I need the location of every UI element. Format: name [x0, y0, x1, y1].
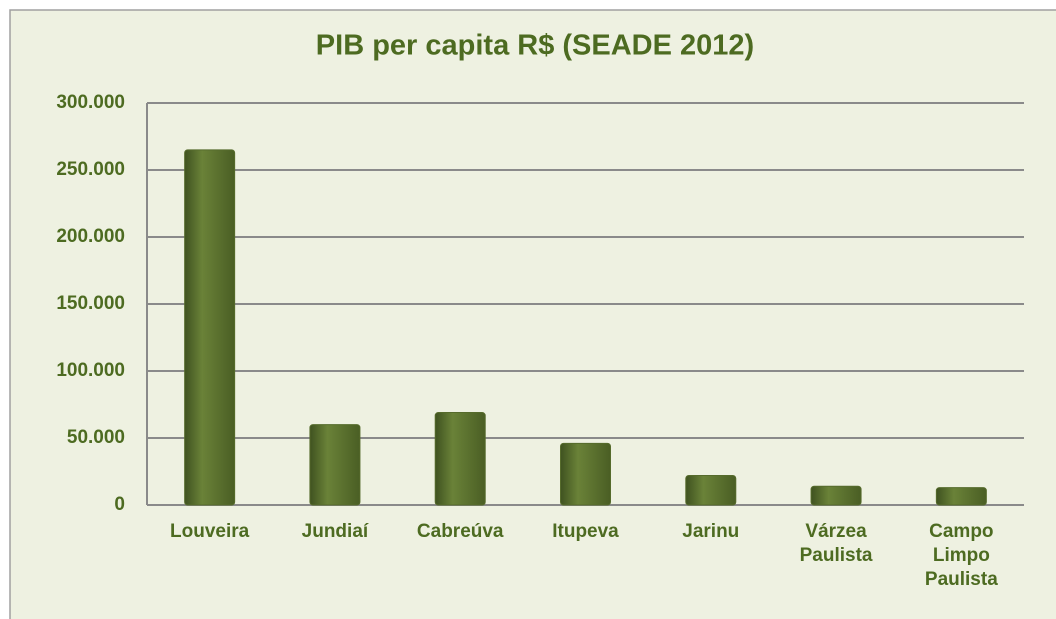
- bar-group: [309, 424, 361, 506]
- y-tick-label: 250.000: [56, 159, 125, 180]
- bar: [560, 442, 611, 506]
- x-tick-label-line: Paulista: [925, 569, 998, 590]
- bar-group: [184, 149, 236, 506]
- x-tick-label-line: Limpo: [933, 545, 990, 566]
- y-tick-label: 150.000: [56, 293, 125, 314]
- x-tick-label-line: Várzea: [805, 521, 867, 542]
- x-tick-label: Jundiaí: [302, 521, 369, 542]
- x-tick-label-line: Campo: [929, 521, 993, 542]
- bar-group: [685, 475, 737, 506]
- chart-title: PIB per capita R$ (SEADE 2012): [316, 30, 754, 62]
- x-tick-label: Louveira: [170, 521, 250, 542]
- bar-group: [560, 442, 611, 506]
- x-tick-label: Campo Limpo Paulista: [925, 521, 998, 590]
- bar: [184, 149, 236, 506]
- y-tick-label: 300.000: [56, 92, 125, 113]
- bar-group: [810, 485, 862, 506]
- bar: [309, 424, 361, 506]
- y-tick-label: 0: [114, 494, 125, 515]
- bar-group: [935, 487, 987, 506]
- y-tick-label: 100.000: [56, 360, 125, 381]
- y-tick-label: 50.000: [67, 427, 125, 448]
- bar-group: [434, 412, 486, 506]
- chart-background: [9, 9, 1056, 619]
- x-tick-label: Cabreúva: [417, 521, 504, 542]
- bar: [685, 475, 737, 506]
- y-tick-label: 200.000: [56, 226, 125, 247]
- x-tick-label: Várzea Paulista: [800, 521, 873, 566]
- bar: [810, 485, 862, 506]
- bar: [434, 412, 486, 506]
- bar: [935, 487, 987, 506]
- x-tick-label: Jarinu: [682, 521, 739, 542]
- x-tick-label: Itupeva: [552, 521, 619, 542]
- x-tick-label-line: Paulista: [800, 545, 873, 566]
